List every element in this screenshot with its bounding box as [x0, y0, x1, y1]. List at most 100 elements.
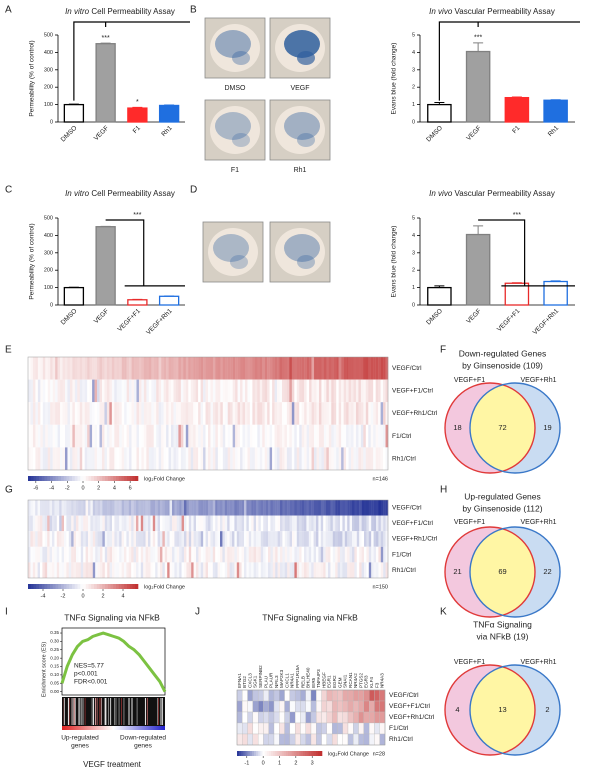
- set-label: VEGF+F1: [454, 519, 485, 526]
- heatmap-cell: [190, 402, 194, 425]
- heatmap-cell: [296, 546, 300, 563]
- heatmap-cell: [275, 515, 278, 532]
- heatmap-cell: [325, 515, 329, 532]
- heatmap-cell: [242, 689, 248, 702]
- heatmap-cell: [301, 546, 305, 563]
- heatmap-cell: [157, 562, 161, 578]
- colorbar-swatch: [30, 476, 34, 481]
- heatmap-cell: [94, 424, 98, 448]
- heatmap-cell: [241, 562, 245, 578]
- heatmap-cell: [212, 424, 216, 448]
- gene-label: RELB: [300, 676, 305, 688]
- heatmap-cell: [126, 379, 130, 403]
- heatmap-cell: [244, 531, 247, 547]
- colorbar-swatch: [313, 751, 316, 756]
- gene-label: NR4A3: [380, 673, 385, 688]
- heatmap-cell: [112, 546, 115, 563]
- heatmap-cell: [318, 546, 321, 563]
- heatmap-cell: [321, 689, 328, 702]
- heatmap-cell: [61, 546, 65, 563]
- heatmap-cell: [191, 531, 194, 547]
- heatmap-cell: [92, 562, 96, 578]
- heatmap-cell: [363, 402, 367, 425]
- heatmap-cell: [68, 562, 72, 578]
- heatmap-cell: [69, 447, 73, 470]
- heatmap-cell: [247, 402, 251, 425]
- heatmap-cell: [145, 531, 149, 547]
- heatmap-cell: [168, 357, 172, 380]
- heatmap-cell: [331, 689, 338, 702]
- heatmap-cell: [337, 515, 341, 532]
- heatmap-cell: [114, 402, 117, 425]
- heatmap-cell: [30, 402, 34, 425]
- heatmap-cell: [121, 531, 125, 547]
- heatmap-cell: [164, 531, 168, 547]
- heatmap-cell: [239, 531, 242, 547]
- heatmap-cell: [67, 357, 71, 380]
- heatmap-cell: [252, 447, 256, 470]
- heatmap-cell: [32, 546, 36, 563]
- heatmap-cell: [277, 379, 280, 403]
- heatmap-cell: [236, 733, 243, 746]
- heatmap-cell: [364, 531, 367, 547]
- colorbar-swatch: [124, 476, 128, 481]
- heatmap-cell: [143, 447, 147, 470]
- heatmap-cell: [74, 357, 78, 380]
- heatmap-cell: [97, 515, 101, 532]
- heatmap-cell: [267, 379, 270, 403]
- heatmap-cell: [210, 562, 213, 578]
- heatmap-cell: [128, 531, 132, 547]
- heatmap-cell: [52, 447, 56, 470]
- heatmap-cell: [92, 379, 95, 403]
- heatmap-cell: [313, 531, 317, 547]
- heatmap-cell: [258, 546, 261, 563]
- heatmap-cell: [193, 531, 197, 547]
- heatmap-cell: [49, 546, 53, 563]
- heatmap-cell: [116, 357, 120, 380]
- colorbar-tick-label: -2: [65, 485, 70, 491]
- heatmap-cell: [332, 531, 336, 547]
- heatmap-cell: [286, 424, 290, 448]
- significance: ***: [474, 35, 482, 42]
- heatmap-cell: [163, 379, 167, 403]
- heatmap-cell: [158, 447, 162, 470]
- heatmap-cell: [242, 733, 248, 746]
- heatmap-cell: [198, 531, 201, 547]
- heatmap-cell: [365, 424, 369, 448]
- heatmap-cell: [300, 711, 306, 724]
- y-tick-label: 3: [412, 67, 415, 73]
- panel-letter: I: [5, 607, 8, 618]
- heatmap-cell: [335, 546, 338, 563]
- gene-label: IER5: [311, 677, 316, 688]
- heatmap-cell: [180, 447, 184, 470]
- heatmap-cell: [94, 402, 98, 425]
- heatmap-cell: [232, 447, 236, 470]
- colorbar-swatch: [290, 751, 293, 756]
- heatmap-cell: [306, 357, 310, 380]
- heatmap-cell: [281, 379, 285, 403]
- heatmap-cell: [173, 379, 177, 403]
- heatmap-cell: [203, 515, 206, 532]
- error-bar: [68, 103, 79, 105]
- heatmap-cell: [198, 515, 201, 532]
- heatmap-cell: [347, 722, 354, 735]
- heatmap-cell: [215, 402, 219, 425]
- heatmap-cell: [30, 515, 33, 532]
- heatmap-cell: [224, 500, 228, 516]
- heatmap-cell: [188, 357, 191, 380]
- heatmap-cell: [284, 402, 288, 425]
- heatmap-cell: [100, 546, 103, 563]
- heatmap-cell: [136, 531, 139, 547]
- heatmap-cell: [232, 500, 235, 516]
- colorbar-swatch: [132, 476, 136, 481]
- colorbar-swatch: [113, 584, 117, 589]
- heatmap-cell: [366, 500, 369, 516]
- heatmap-cell: [37, 531, 41, 547]
- colorbar-swatch: [50, 476, 54, 481]
- heatmap-cell: [42, 424, 46, 448]
- heatmap-cell: [198, 500, 201, 516]
- heatmap-cell: [286, 402, 290, 425]
- heatmap-cell: [124, 546, 127, 563]
- heatmap-cell: [44, 562, 48, 578]
- heatmap-cell: [167, 531, 170, 547]
